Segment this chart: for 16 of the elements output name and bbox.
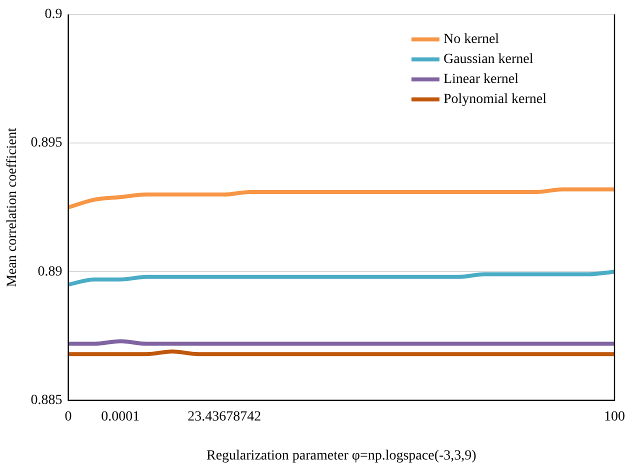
x-tick-label: 0.0001 — [101, 409, 140, 424]
legend-label: No kernel — [443, 32, 500, 48]
line-series — [66, 270, 616, 287]
y-tick-label: 0.895 — [30, 136, 62, 151]
legend-label: Polynomial kernel — [443, 92, 547, 108]
x-tick-label: 100 — [604, 409, 625, 424]
legend-label: Gaussian kernel — [443, 52, 534, 68]
y-tick-label: 0.9 — [44, 7, 62, 22]
y-axis-title: Mean correlation coefficient — [5, 128, 20, 287]
line-series — [66, 187, 616, 210]
x-tick-label: 0 — [64, 409, 72, 424]
x-tick-label: 23.43678742 — [188, 409, 262, 424]
x-axis-title: Regularization parameter φ=np.logspace(-3,3,9) — [206, 448, 477, 464]
legend-label: Linear kernel — [443, 72, 519, 88]
y-tick-label: 0.885 — [30, 393, 62, 408]
y-tick-label: 0.89 — [38, 264, 62, 280]
